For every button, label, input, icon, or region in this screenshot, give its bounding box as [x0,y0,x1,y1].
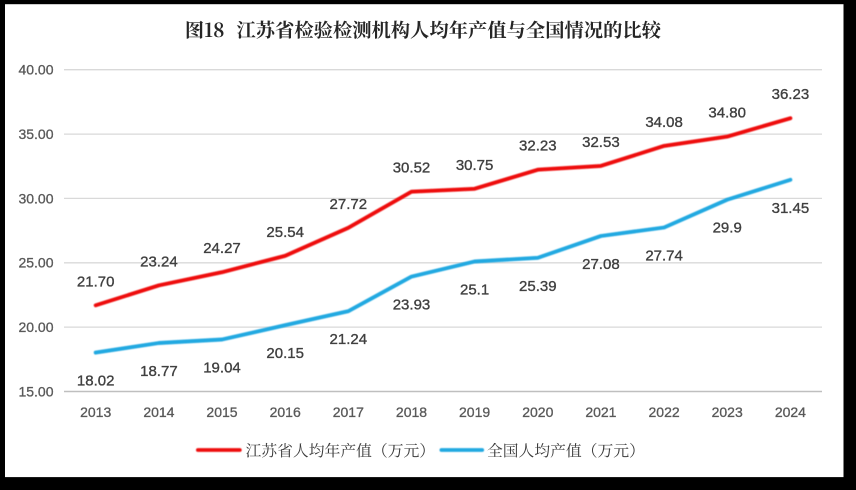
svg-text:19.04: 19.04 [203,360,241,377]
svg-text:2020: 2020 [522,404,553,420]
svg-text:25.54: 25.54 [266,224,304,241]
svg-text:2014: 2014 [143,404,174,420]
svg-text:2015: 2015 [206,404,237,420]
svg-text:29.9: 29.9 [713,220,742,237]
svg-text:40.00: 40.00 [18,62,53,78]
svg-text:21.70: 21.70 [77,273,115,290]
svg-text:34.80: 34.80 [708,105,746,122]
svg-text:35.00: 35.00 [18,126,53,142]
svg-text:30.75: 30.75 [456,157,494,174]
svg-text:15.00: 15.00 [18,383,53,399]
svg-text:32.53: 32.53 [582,134,620,151]
svg-text:21.24: 21.24 [330,331,368,348]
svg-text:23.24: 23.24 [140,253,178,270]
svg-text:2023: 2023 [712,404,743,420]
svg-text:25.1: 25.1 [460,282,489,299]
svg-text:31.45: 31.45 [772,200,810,217]
svg-text:20.00: 20.00 [18,319,53,335]
svg-text:32.23: 32.23 [519,138,557,155]
svg-text:2024: 2024 [775,404,806,420]
svg-text:2022: 2022 [649,404,680,420]
svg-text:2013: 2013 [80,404,111,420]
svg-text:2019: 2019 [459,404,490,420]
svg-text:20.15: 20.15 [266,345,304,362]
svg-text:2016: 2016 [270,404,301,420]
svg-text:2017: 2017 [333,404,364,420]
svg-text:25.00: 25.00 [18,255,53,271]
svg-text:23.93: 23.93 [393,297,431,314]
svg-text:36.23: 36.23 [772,86,810,103]
svg-text:34.08: 34.08 [645,114,683,131]
svg-text:24.27: 24.27 [203,240,241,257]
svg-text:2021: 2021 [585,404,616,420]
svg-text:25.39: 25.39 [519,278,557,295]
svg-text:30.00: 30.00 [18,190,53,206]
svg-text:18.77: 18.77 [140,363,178,380]
svg-text:27.72: 27.72 [330,196,368,213]
svg-text:27.74: 27.74 [645,248,683,265]
svg-text:30.52: 30.52 [393,160,431,177]
svg-text:2018: 2018 [396,404,427,420]
svg-text:18.02: 18.02 [77,373,115,390]
svg-text:27.08: 27.08 [582,256,620,273]
